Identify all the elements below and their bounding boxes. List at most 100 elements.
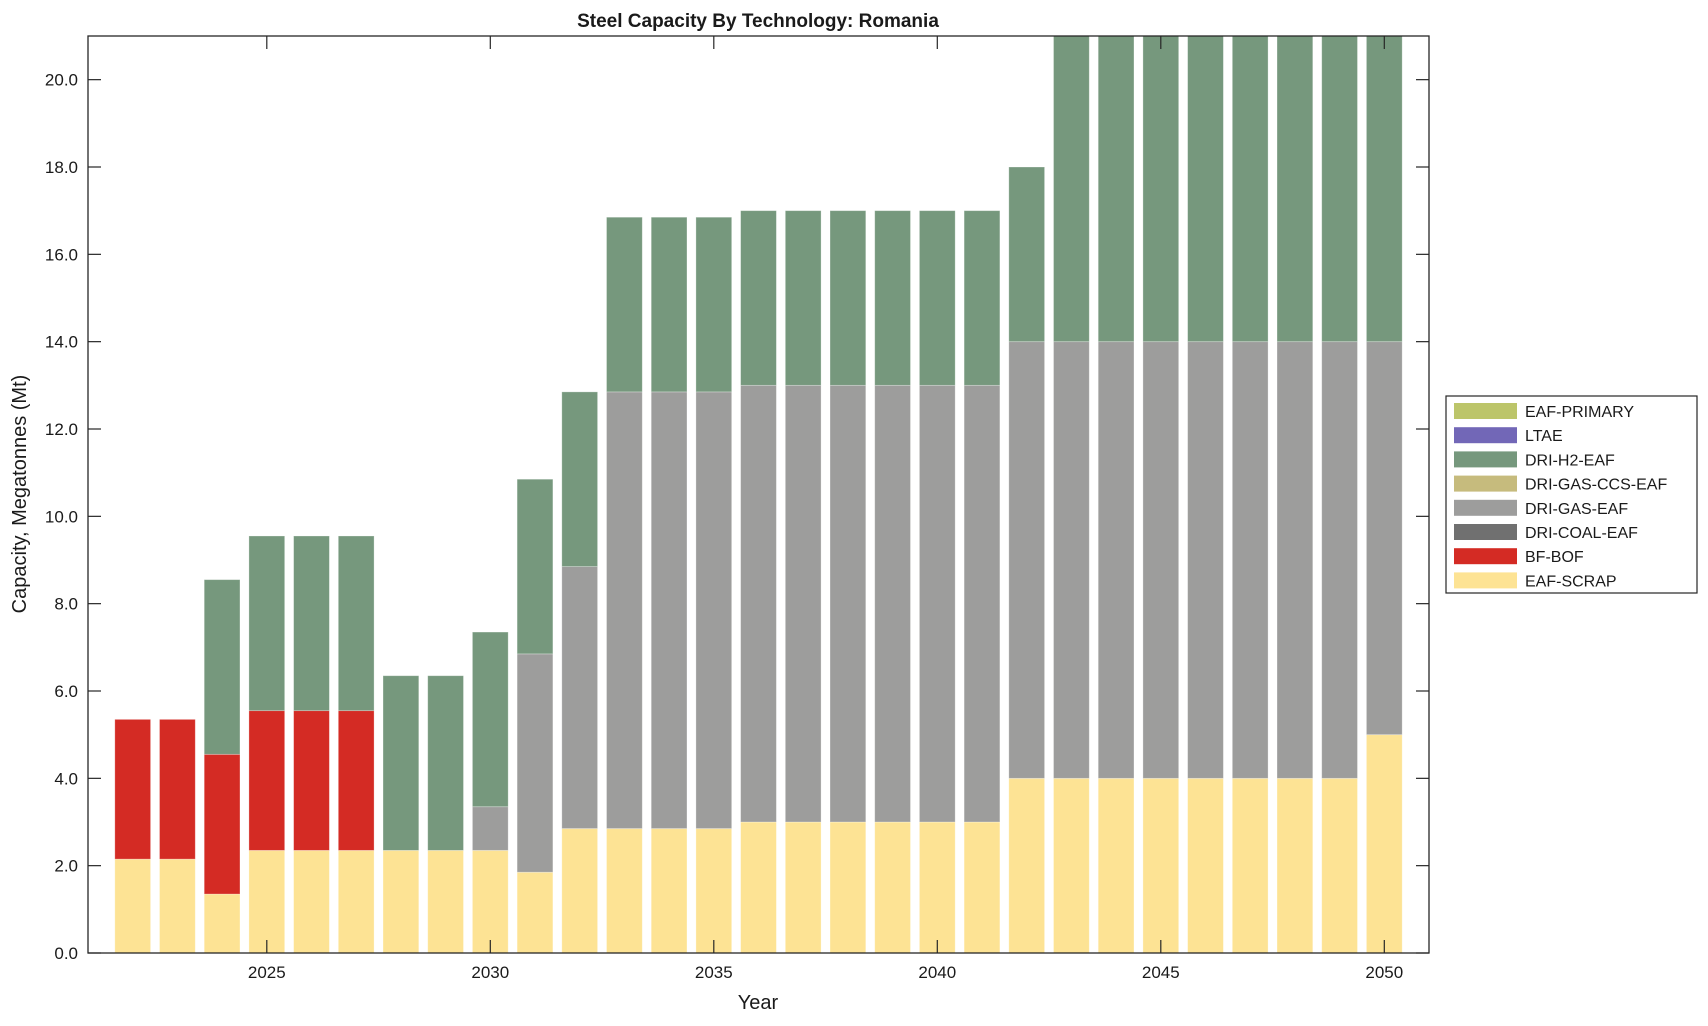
y-tick-label: 20.0 [45,71,78,90]
bar-eaf-scrap-2047 [1231,777,1269,953]
bar-dri-h2-eaf-2033 [606,216,643,393]
bar-dri-gas-eaf-2044 [1097,341,1135,779]
bar-dri-gas-eaf-2038 [829,384,867,823]
legend-swatch-ltae [1454,427,1517,444]
bar-eaf-scrap-2040 [919,821,956,953]
bar-dri-gas-eaf-2034 [650,391,688,829]
bar-bf-bof-2026 [293,710,330,851]
x-tick-label: 2050 [1365,963,1403,982]
axis-ticks: 2025 2030 2035 2040 2045 2050 0.0 2.0 4.0 6.0 8.0 1… [45,36,1429,982]
bar-dri-h2-eaf-2036 [740,210,777,386]
legend-label-eaf-scrap: EAF-SCRAP [1525,573,1617,590]
legend-label-dri-h2-eaf: DRI-H2-EAF [1525,452,1615,469]
y-tick-label: 16.0 [45,245,78,264]
y-tick-label: 4.0 [54,769,78,788]
y-tick-label: 10.0 [45,507,78,526]
legend: EAF-PRIMARY LTAE DRI-H2-EAF DRI-GAS-CCS-EAF… [1445,395,1698,594]
bar-dri-gas-eaf-2031 [516,653,554,873]
legend-swatch-dri-h2-eaf [1454,451,1517,468]
x-tick-label: 2035 [695,963,733,982]
bar-eaf-scrap-2023 [159,858,196,953]
bar-eaf-scrap-2022 [114,858,151,953]
bar-dri-h2-eaf-2038 [829,210,867,386]
bar-bf-bof-2023 [159,718,196,860]
bar-eaf-scrap-2033 [606,828,643,953]
y-axis-label: Capacity, Megatonnes (Mt) [9,375,31,614]
bar-eaf-scrap-2028 [382,849,420,953]
bar-dri-gas-eaf-2043 [1053,341,1090,779]
bar-eaf-scrap-2032 [561,828,598,953]
bar-eaf-scrap-2027 [337,849,375,953]
bar-eaf-scrap-2026 [293,849,330,953]
bar-dri-gas-eaf-2032 [561,566,598,829]
y-tick-label: 2.0 [54,857,78,876]
chart-title: Steel Capacity By Technology: Romania [577,11,939,32]
legend-label-dri-gas-eaf: DRI-GAS-EAF [1525,501,1628,518]
legend-swatch-bf-bof [1454,548,1517,565]
bar-dri-h2-eaf-2026 [293,535,330,712]
legend-swatch-dri-coal-eaf [1454,524,1517,540]
bar-eaf-scrap-2048 [1276,777,1314,953]
legend-swatch-eaf-scrap [1454,572,1517,589]
bars-group [114,36,1403,953]
bar-dri-h2-eaf-2044 [1097,36,1135,343]
bar-dri-h2-eaf-2040 [919,210,956,386]
y-tick-label: 0.0 [54,944,78,963]
bar-bf-bof-2025 [248,710,286,851]
bar-eaf-scrap-2030 [472,849,509,953]
bar-eaf-scrap-2049 [1321,777,1358,953]
bar-eaf-scrap-2031 [516,871,554,953]
bar-eaf-scrap-2024 [203,893,241,953]
bar-dri-gas-eaf-2049 [1321,341,1358,779]
x-tick-label: 2045 [1142,963,1180,982]
legend-swatch-dri-gas-ccs-eaf [1454,475,1517,492]
bar-dri-h2-eaf-2045 [1142,36,1180,343]
y-tick-label: 12.0 [45,420,78,439]
bar-dri-h2-eaf-2031 [516,478,554,655]
x-axis-label: Year [738,992,779,1014]
bar-dri-gas-eaf-2048 [1276,341,1314,779]
bar-dri-h2-eaf-2034 [650,216,688,393]
bar-dri-gas-eaf-2033 [606,391,643,829]
bar-dri-h2-eaf-2028 [382,675,420,851]
bar-eaf-scrap-2045 [1142,777,1180,953]
bar-eaf-scrap-2041 [963,821,1001,953]
bar-dri-h2-eaf-2030 [472,631,509,808]
bar-dri-gas-eaf-2045 [1142,341,1180,779]
x-tick-label: 2025 [248,963,286,982]
bar-eaf-scrap-2039 [874,821,911,953]
bar-dri-h2-eaf-2035 [695,216,733,393]
legend-swatch-dri-gas-eaf [1454,499,1517,516]
bar-eaf-scrap-2034 [650,828,688,953]
legend-swatch-eaf-primary [1454,403,1517,419]
bar-dri-h2-eaf-2046 [1187,36,1224,343]
y-tick-label: 8.0 [54,595,78,614]
bar-eaf-scrap-2036 [740,821,777,953]
bar-dri-gas-eaf-2030 [472,806,509,851]
bar-dri-h2-eaf-2047 [1231,36,1269,343]
plot-area-frame [87,35,1430,954]
bar-bf-bof-2024 [203,753,241,895]
bar-dri-gas-eaf-2050 [1366,341,1403,736]
bar-eaf-scrap-2037 [784,821,822,953]
legend-label-eaf-primary: EAF-PRIMARY [1525,404,1634,421]
legend-label-dri-gas-ccs-eaf: DRI-GAS-CCS-EAF [1525,477,1667,494]
legend-label-ltae: LTAE [1525,428,1563,445]
bar-dri-h2-eaf-2048 [1276,36,1314,343]
bar-eaf-scrap-2046 [1187,777,1224,953]
bar-dri-gas-eaf-2046 [1187,341,1224,779]
bar-dri-h2-eaf-2039 [874,210,911,386]
bar-eaf-scrap-2043 [1053,777,1090,953]
bar-dri-gas-eaf-2035 [695,391,733,829]
bar-eaf-scrap-2044 [1097,777,1135,953]
x-tick-label: 2040 [918,963,956,982]
bar-dri-h2-eaf-2041 [963,210,1001,386]
bar-dri-h2-eaf-2025 [248,535,286,712]
bar-bf-bof-2022 [114,718,151,860]
bar-dri-gas-eaf-2041 [963,384,1001,823]
bar-dri-gas-eaf-2036 [740,384,777,823]
y-tick-label: 18.0 [45,158,78,177]
bar-dri-h2-eaf-2027 [337,535,375,712]
bar-dri-gas-eaf-2047 [1231,341,1269,779]
